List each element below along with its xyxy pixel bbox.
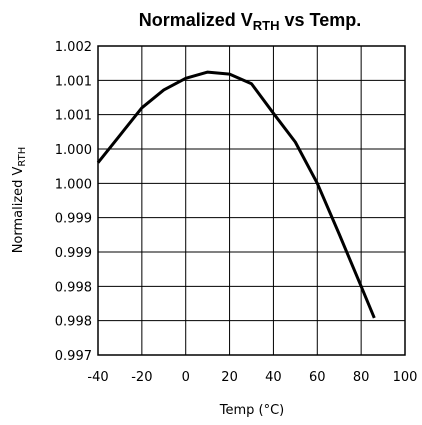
x-tick-label: 60	[309, 370, 326, 385]
y-tick-label: 0.997	[55, 349, 92, 364]
y-tick-label: 1.002	[55, 40, 92, 55]
title-suffix: vs Temp.	[280, 10, 362, 30]
x-tick-label: 100	[393, 370, 418, 385]
y-tick-label: 1.001	[55, 109, 92, 124]
y-tick-label: 1.001	[55, 74, 92, 89]
x-tick-label: -40	[87, 370, 108, 385]
chart-title: Normalized VRTH vs Temp.	[139, 10, 361, 33]
y-tick-label: 1.000	[55, 177, 92, 192]
plot-border	[97, 45, 406, 356]
y-tick-label: 0.999	[55, 246, 92, 261]
y-label-main: Normalized V	[11, 166, 26, 253]
y-label-subscript: RTH	[17, 147, 28, 167]
x-tick-label: 40	[265, 370, 282, 385]
y-tick-label: 1.000	[55, 143, 92, 158]
title-subscript: RTH	[253, 18, 280, 33]
y-tick-label: 0.998	[55, 315, 92, 330]
y-axis-label: Normalized VRTH	[11, 147, 28, 254]
x-axis-label: Temp (°C)	[219, 403, 285, 418]
title-main: Normalized V	[139, 10, 253, 30]
x-tick-label: 0	[182, 370, 190, 385]
data-line	[96, 70, 376, 319]
x-tick-label: -20	[131, 370, 152, 385]
x-tick-label: 80	[353, 370, 370, 385]
x-tick-label: 20	[221, 370, 238, 385]
y-tick-label: 0.998	[55, 280, 92, 295]
y-tick-label: 0.999	[55, 212, 92, 227]
